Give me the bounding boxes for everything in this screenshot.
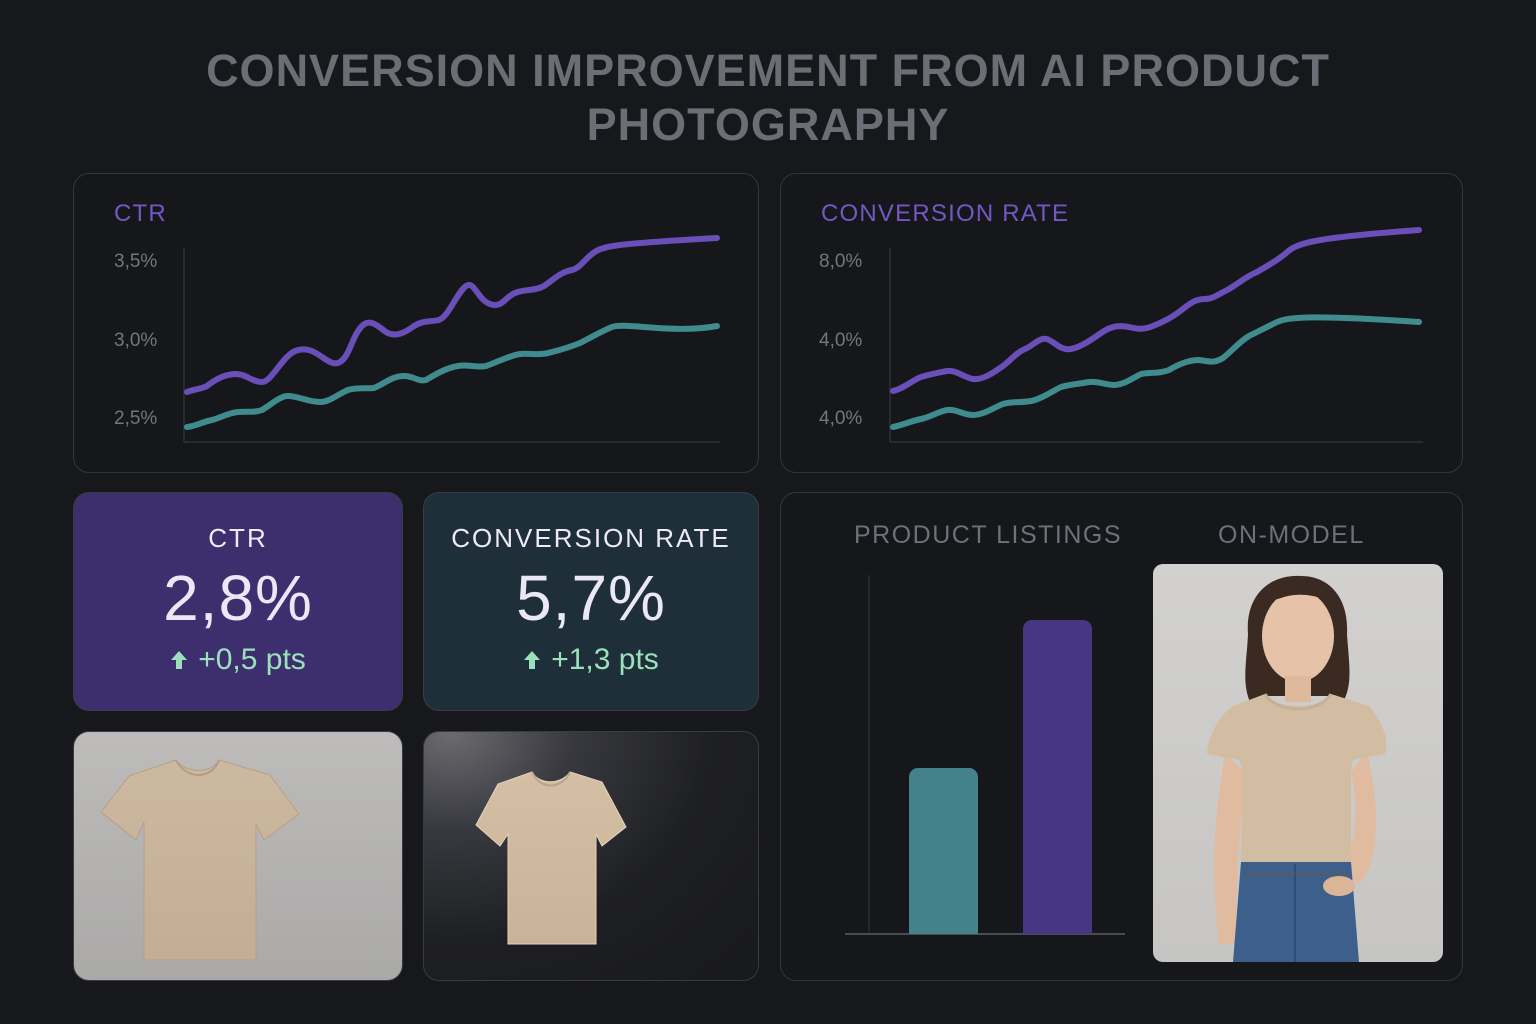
on-model-image — [1153, 564, 1443, 962]
comparison-bar-chart — [845, 575, 1125, 935]
tshirt-flat-lay-icon — [100, 759, 300, 961]
conversion-ai-series-line — [890, 227, 1422, 394]
studio-product-image — [423, 731, 759, 981]
ctr-stat-card: CTR 2,8% +0,5 pts — [73, 492, 403, 711]
conversion-stat-delta-text: +1,3 pts — [551, 643, 659, 676]
ctr-baseline-series-line — [184, 322, 720, 430]
page-title-line-2: PHOTOGRAPHY — [586, 99, 950, 150]
conversion-tick-0: 8,0% — [819, 251, 862, 272]
arrow-up-icon — [171, 651, 188, 669]
arrow-up-icon — [524, 651, 541, 669]
conversion-stat-card: CONVERSION RATE 5,7% +1,3 pts — [423, 492, 759, 711]
conversion-tick-1: 4,0% — [819, 330, 862, 351]
conversion-line-chart: 8,0% 4,0% 4,0% — [819, 227, 1423, 443]
ctr-tick-2: 2,5% — [114, 408, 157, 429]
ctr-line-chart: 3,5% 3,0% 2,5% — [114, 235, 720, 443]
ctr-stat-value: 2,8% — [163, 562, 313, 634]
ctr-stat-delta: +0,5 pts — [74, 643, 402, 677]
page-title: CONVERSION IMPROVEMENT FROM AI PRODUCT P… — [0, 44, 1536, 152]
page-title-line-1: CONVERSION IMPROVEMENT FROM AI PRODUCT — [206, 45, 1330, 96]
conversion-chart-card: CONVERSION RATE 8,0% 4,0% 4,0% — [780, 173, 1463, 473]
flat-lay-product-image — [73, 731, 403, 981]
conversion-chart-title: CONVERSION RATE — [821, 200, 1070, 227]
conversion-stat-label: CONVERSION RATE — [451, 523, 731, 553]
ctr-stat-delta-text: +0,5 pts — [198, 643, 306, 676]
product-listings-label: PRODUCT LISTINGS — [854, 521, 1123, 549]
on-model-bar — [1023, 620, 1092, 934]
ctr-ai-series-line — [184, 235, 720, 395]
ctr-tick-0: 3,5% — [114, 251, 157, 272]
conversion-baseline-series-line — [890, 314, 1422, 430]
ctr-stat-label: CTR — [208, 523, 268, 553]
ctr-chart-card: CTR 3,5% 3,0% 2,5% — [73, 173, 759, 473]
model-person-icon — [1207, 575, 1387, 962]
conversion-stat-delta: +1,3 pts — [424, 643, 758, 677]
ctr-tick-1: 3,0% — [114, 330, 157, 351]
conversion-stat-value: 5,7% — [516, 562, 666, 634]
conversion-tick-2: 4,0% — [819, 408, 862, 429]
on-model-label: ON-MODEL — [1218, 521, 1365, 549]
product-listings-bar — [909, 768, 978, 934]
ctr-chart-title: CTR — [114, 200, 167, 227]
tshirt-studio-icon — [475, 771, 627, 945]
listing-comparison-card: PRODUCT LISTINGS ON-MODEL — [780, 492, 1463, 981]
